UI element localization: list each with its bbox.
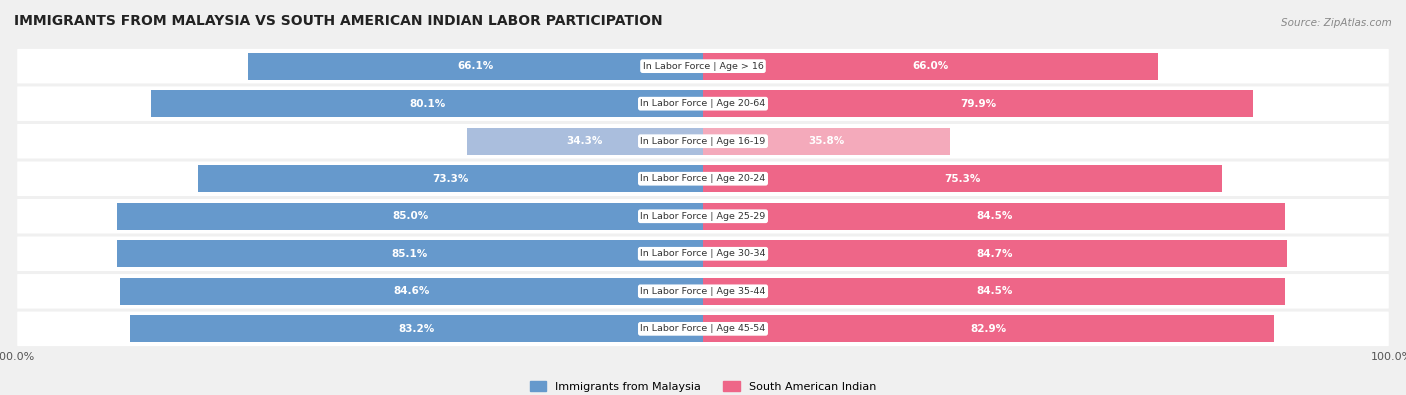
Bar: [703, 240, 1286, 267]
Bar: [247, 53, 703, 80]
Bar: [703, 90, 1254, 117]
Text: 85.0%: 85.0%: [392, 211, 429, 221]
FancyBboxPatch shape: [17, 199, 1389, 233]
Text: Source: ZipAtlas.com: Source: ZipAtlas.com: [1281, 18, 1392, 28]
FancyBboxPatch shape: [17, 274, 1389, 308]
Text: In Labor Force | Age 20-24: In Labor Force | Age 20-24: [640, 174, 766, 183]
Text: In Labor Force | Age > 16: In Labor Force | Age > 16: [643, 62, 763, 71]
Text: IMMIGRANTS FROM MALAYSIA VS SOUTH AMERICAN INDIAN LABOR PARTICIPATION: IMMIGRANTS FROM MALAYSIA VS SOUTH AMERIC…: [14, 14, 662, 28]
Bar: [467, 128, 703, 155]
FancyBboxPatch shape: [17, 162, 1389, 196]
FancyBboxPatch shape: [17, 49, 1389, 83]
Text: 66.0%: 66.0%: [912, 61, 949, 71]
Text: 84.5%: 84.5%: [976, 286, 1012, 296]
Bar: [703, 165, 1222, 192]
Bar: [703, 53, 1157, 80]
Text: 79.9%: 79.9%: [960, 99, 997, 109]
FancyBboxPatch shape: [17, 312, 1389, 346]
Bar: [703, 203, 1285, 230]
Bar: [703, 278, 1285, 305]
Text: 35.8%: 35.8%: [808, 136, 845, 146]
Text: 73.3%: 73.3%: [432, 174, 468, 184]
Text: 85.1%: 85.1%: [392, 249, 427, 259]
Text: 82.9%: 82.9%: [970, 324, 1007, 334]
FancyBboxPatch shape: [17, 87, 1389, 121]
Text: 84.7%: 84.7%: [977, 249, 1012, 259]
FancyBboxPatch shape: [17, 124, 1389, 158]
Text: In Labor Force | Age 25-29: In Labor Force | Age 25-29: [640, 212, 766, 221]
Text: 66.1%: 66.1%: [457, 61, 494, 71]
Text: 84.6%: 84.6%: [394, 286, 430, 296]
Bar: [117, 203, 703, 230]
Text: 83.2%: 83.2%: [398, 324, 434, 334]
Bar: [120, 278, 703, 305]
Bar: [152, 90, 703, 117]
Bar: [117, 240, 703, 267]
Text: In Labor Force | Age 30-34: In Labor Force | Age 30-34: [640, 249, 766, 258]
Text: 84.5%: 84.5%: [976, 211, 1012, 221]
FancyBboxPatch shape: [17, 237, 1389, 271]
Bar: [129, 315, 703, 342]
Text: In Labor Force | Age 20-64: In Labor Force | Age 20-64: [640, 99, 766, 108]
Text: In Labor Force | Age 45-54: In Labor Force | Age 45-54: [640, 324, 766, 333]
Text: 75.3%: 75.3%: [945, 174, 980, 184]
Text: 80.1%: 80.1%: [409, 99, 446, 109]
Bar: [703, 315, 1274, 342]
Text: In Labor Force | Age 35-44: In Labor Force | Age 35-44: [640, 287, 766, 296]
Bar: [198, 165, 703, 192]
Text: 34.3%: 34.3%: [567, 136, 603, 146]
Legend: Immigrants from Malaysia, South American Indian: Immigrants from Malaysia, South American…: [526, 376, 880, 395]
Text: In Labor Force | Age 16-19: In Labor Force | Age 16-19: [640, 137, 766, 146]
Bar: [703, 128, 949, 155]
